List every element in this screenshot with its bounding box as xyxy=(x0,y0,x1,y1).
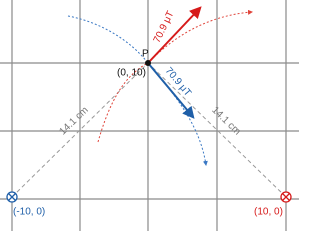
distance-line xyxy=(11,62,149,198)
point xyxy=(145,60,151,66)
field-vector-blue xyxy=(147,62,195,119)
point-label: P xyxy=(142,49,149,60)
grid xyxy=(0,0,299,231)
diagram: P (0, 10) 70.9 μT 70.9 μT 14.1 cm 14.1 c… xyxy=(0,0,299,231)
distance-label: 14.1 cm xyxy=(209,105,242,138)
wire-label: (-10, 0) xyxy=(13,207,45,218)
field-line-blue xyxy=(67,15,208,166)
field-label-red: 70.9 μT xyxy=(152,9,177,44)
field-label-blue: 70.9 μT xyxy=(163,65,193,98)
field-vector-red xyxy=(147,6,202,64)
distance-label: 14.1 cm xyxy=(57,105,90,138)
wire-label: (10, 0) xyxy=(254,207,283,218)
wire-right xyxy=(280,191,292,203)
wire-left xyxy=(6,191,18,203)
point-coords: (0, 10) xyxy=(117,68,146,79)
